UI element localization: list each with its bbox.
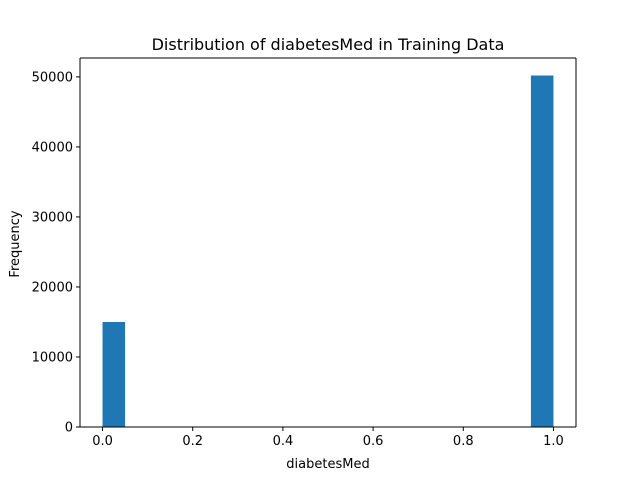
chart-title: Distribution of diabetesMed in Training … [152,35,505,54]
x-tick-label: 0.2 [182,434,203,449]
x-tick-label: 0.4 [273,434,294,449]
x-tick-label: 0.6 [363,434,384,449]
y-tick-label: 0 [65,421,73,436]
x-tick-label: 0.8 [453,434,474,449]
histogram-bar-1 [530,75,554,427]
y-axis-label: Frequency [8,210,23,277]
y-tick-label: 40000 [32,140,73,155]
x-tick-label: 1.0 [543,434,564,449]
y-tick-label: 10000 [32,350,73,365]
x-tick-label: 0.0 [92,434,113,449]
y-tick-label: 20000 [32,280,73,295]
plot-area: 0.0 0.2 0.4 0.6 0.8 1.0 0 10000 20000 30000 40000 5… [32,57,577,449]
histogram-bar-0 [102,321,126,427]
y-tick-label: 30000 [32,210,73,225]
y-tick-label: 50000 [32,70,73,85]
x-axis-label: diabetesMed [286,457,369,472]
